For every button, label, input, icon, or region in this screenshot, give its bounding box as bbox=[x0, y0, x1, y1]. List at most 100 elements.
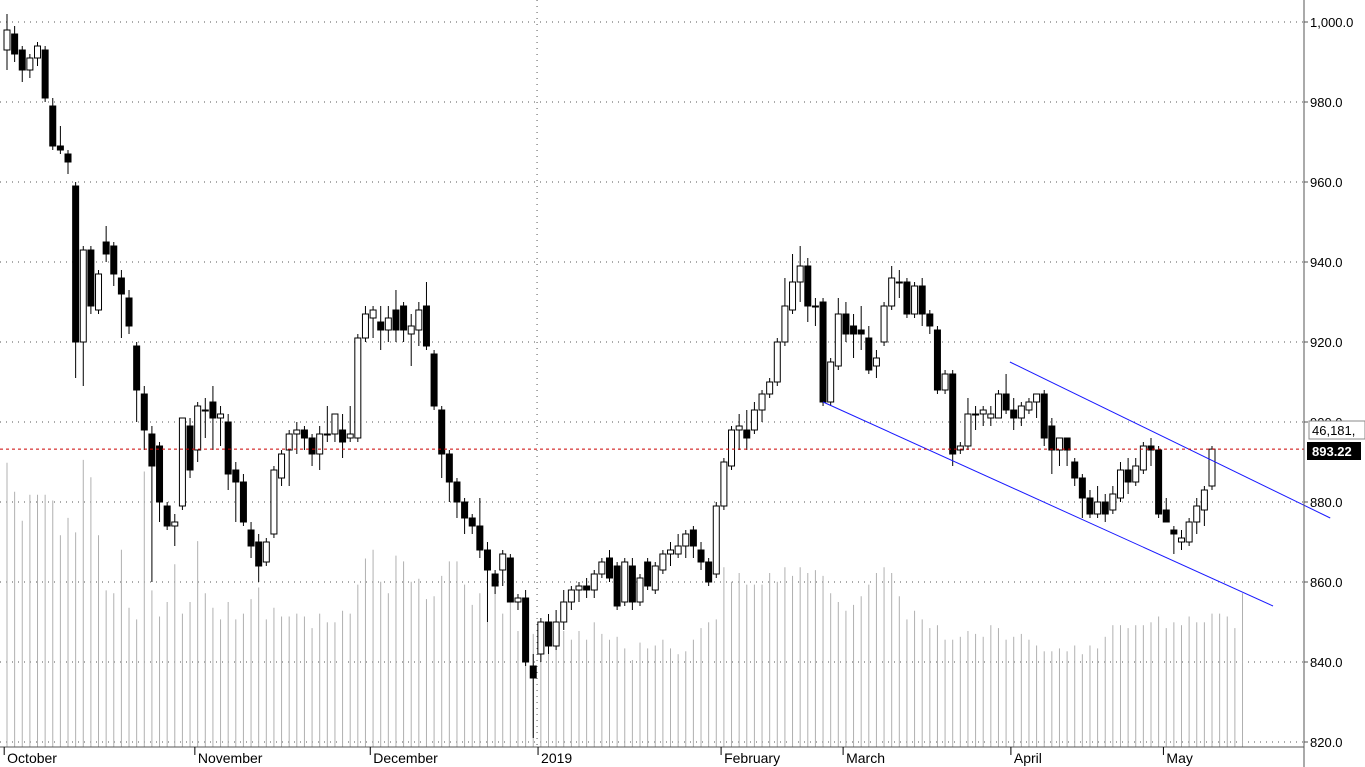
y-tick-label: 920.0 bbox=[1310, 335, 1343, 350]
candle-body-down bbox=[804, 265, 812, 307]
candle-body-up bbox=[270, 469, 278, 535]
candle bbox=[1101, 494, 1109, 522]
candle-body-up bbox=[735, 425, 743, 431]
candle bbox=[1071, 458, 1079, 486]
candle bbox=[1116, 462, 1124, 502]
candle bbox=[811, 298, 819, 326]
candle-body-up bbox=[171, 521, 179, 527]
candle bbox=[506, 554, 514, 603]
candle bbox=[834, 298, 842, 370]
candle bbox=[1155, 446, 1163, 518]
candle bbox=[445, 450, 453, 502]
candle bbox=[1124, 458, 1132, 494]
candle-body-up bbox=[964, 413, 972, 447]
candle bbox=[628, 558, 636, 610]
candle-body-down bbox=[1048, 425, 1056, 451]
candle bbox=[178, 417, 186, 510]
candle-body-up bbox=[796, 265, 804, 283]
candle-body-up bbox=[384, 317, 392, 331]
candle bbox=[438, 406, 446, 478]
candle bbox=[842, 302, 850, 342]
candle-body-down bbox=[1086, 497, 1094, 515]
candle-body-up bbox=[415, 309, 423, 331]
axes bbox=[0, 0, 1305, 767]
candle-body-up bbox=[636, 577, 644, 603]
y-tick-label: 960.0 bbox=[1310, 175, 1343, 190]
volume-bars bbox=[6, 459, 1244, 747]
candle-body-up bbox=[750, 409, 758, 431]
candle-body-down bbox=[186, 425, 194, 471]
candle bbox=[994, 390, 1002, 419]
candle-body-down bbox=[308, 437, 316, 455]
candle-body-up bbox=[811, 305, 819, 308]
candle-body-up bbox=[499, 553, 507, 571]
candle bbox=[903, 278, 911, 318]
candle bbox=[56, 126, 64, 154]
candle bbox=[148, 426, 156, 582]
candle bbox=[384, 306, 392, 342]
candle-body-up bbox=[895, 281, 903, 284]
candle-body-down bbox=[933, 329, 941, 391]
candle-body-up bbox=[880, 305, 888, 343]
candle bbox=[636, 574, 644, 606]
candle bbox=[285, 430, 293, 486]
month-label: 2019 bbox=[541, 750, 572, 766]
candle bbox=[26, 54, 34, 78]
candle bbox=[1048, 418, 1056, 474]
candle bbox=[644, 558, 652, 590]
candle bbox=[117, 270, 125, 338]
volume-readout: 46,181, bbox=[1312, 423, 1355, 438]
candle bbox=[1147, 438, 1155, 466]
candle bbox=[781, 278, 789, 346]
candle-body-up bbox=[888, 277, 896, 307]
candle-body-up bbox=[567, 589, 575, 603]
candle bbox=[827, 358, 835, 406]
candle-body-down bbox=[392, 309, 400, 331]
candle bbox=[422, 282, 430, 350]
candle-body-up bbox=[575, 585, 583, 591]
candle bbox=[956, 442, 964, 454]
y-tick-label: 940.0 bbox=[1310, 255, 1343, 270]
candle-body-up bbox=[789, 281, 797, 311]
candle bbox=[590, 570, 598, 598]
candle bbox=[217, 406, 225, 446]
candle bbox=[651, 562, 659, 594]
candle-body-down bbox=[102, 241, 110, 255]
candle-body-up bbox=[95, 273, 103, 311]
candle bbox=[773, 338, 781, 386]
candle-body-up bbox=[590, 573, 598, 591]
candle-body-up bbox=[178, 417, 186, 507]
candle bbox=[186, 418, 194, 478]
candle-body-up bbox=[1055, 437, 1063, 451]
candle bbox=[354, 334, 362, 442]
candle-body-down bbox=[445, 453, 453, 483]
candle bbox=[491, 570, 499, 594]
trend-channel bbox=[822, 361, 1331, 607]
candle-body-up bbox=[1193, 505, 1201, 523]
candle bbox=[933, 326, 941, 394]
candle-body-down bbox=[140, 393, 148, 431]
candle-body-down bbox=[865, 337, 873, 371]
candle-body-down bbox=[857, 329, 865, 335]
candle bbox=[544, 614, 552, 654]
candle-body-up bbox=[720, 461, 728, 507]
candle-body-up bbox=[217, 413, 225, 419]
candle bbox=[11, 26, 19, 62]
candle bbox=[171, 514, 179, 546]
candle-body-up bbox=[994, 393, 1002, 419]
candle bbox=[1185, 518, 1193, 546]
candle-body-down bbox=[1071, 461, 1079, 479]
candle-body-up bbox=[911, 285, 919, 315]
y-tick-label: 980.0 bbox=[1310, 95, 1343, 110]
candle-body-down bbox=[522, 597, 530, 663]
candle-body-down bbox=[949, 373, 957, 455]
candle bbox=[1200, 486, 1208, 526]
candle-body-down bbox=[339, 429, 347, 443]
candle bbox=[926, 310, 934, 334]
candle bbox=[949, 370, 957, 466]
candle-body-up bbox=[956, 445, 964, 451]
candle-body-down bbox=[705, 561, 713, 583]
candle bbox=[766, 378, 774, 398]
candle bbox=[1017, 402, 1025, 426]
candle bbox=[850, 314, 858, 358]
